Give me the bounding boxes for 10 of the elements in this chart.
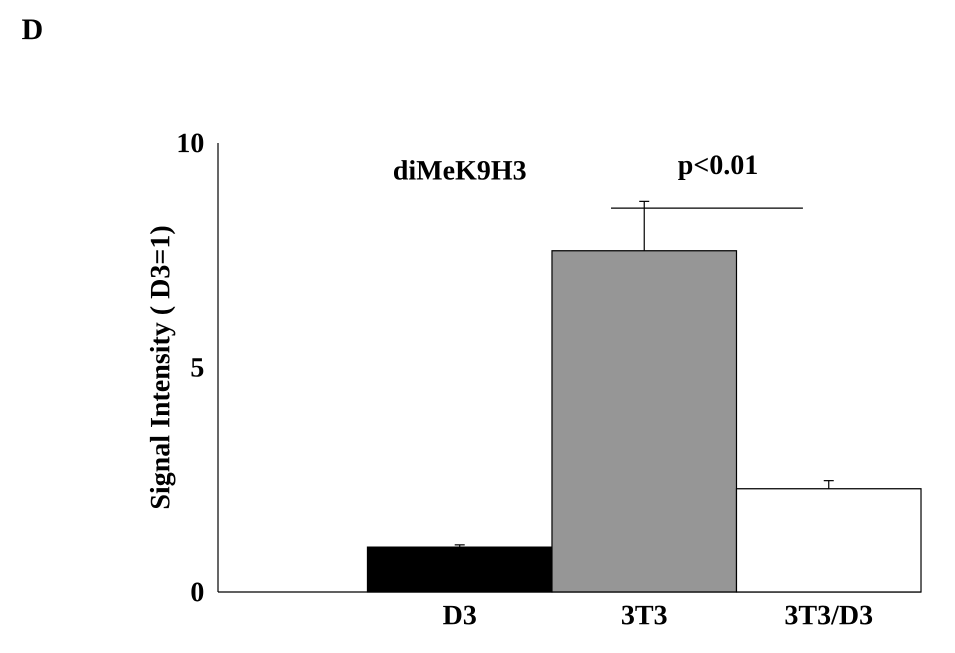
annotation: p<0.01 [678,155,757,180]
text: D [22,20,42,40]
y-tick-label: 10 [178,134,204,152]
x-tick-label: D3 [443,606,476,624]
y-axis-title: Signal Intensity ( D3=1) [150,226,176,508]
x-tick-label: 3T3 [622,606,667,624]
x-tick-label: 3T3/D3 [785,606,872,624]
y-tick-label: 0 [191,582,204,602]
chart-title: diMeK9H3 [394,160,526,180]
y-tick-label: 5 [191,358,204,377]
